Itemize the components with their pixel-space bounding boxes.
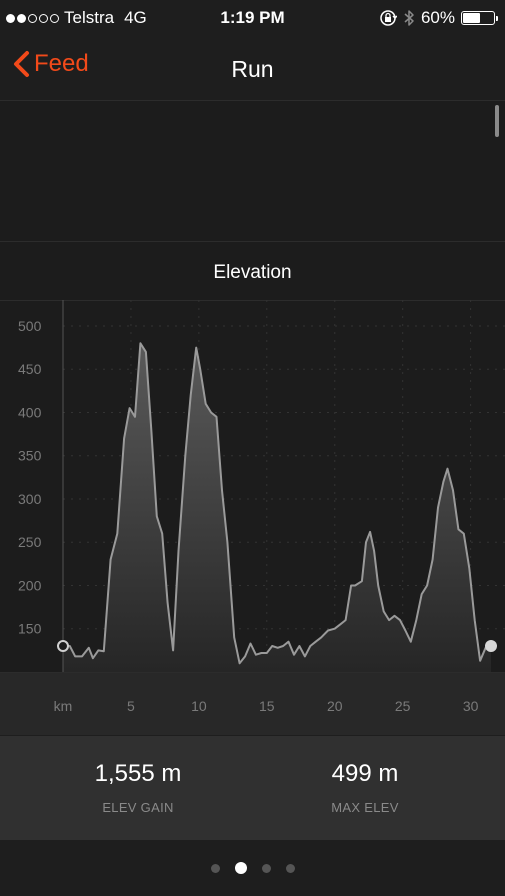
stat-max-elev: 499 m MAX ELEV (265, 760, 465, 815)
scroll-indicator (495, 105, 499, 137)
page-indicator[interactable] (0, 840, 505, 896)
end-marker[interactable] (485, 640, 497, 653)
max-elev-label: MAX ELEV (331, 800, 399, 815)
battery-percentage: 60% (420, 8, 455, 27)
page-dot[interactable] (261, 863, 271, 873)
page-dot[interactable] (210, 863, 220, 873)
page-dot[interactable] (285, 863, 295, 873)
section-title: Elevation (213, 262, 292, 283)
page-title: Run (231, 56, 274, 82)
battery-icon (461, 11, 498, 25)
x-axis: km 5 10 15 20 25 30 (0, 672, 505, 735)
y-tick-label: 450 (18, 361, 42, 377)
bluetooth-icon (404, 10, 414, 26)
y-tick-label: 400 (18, 404, 42, 420)
elev-gain-value: 1,555 m (94, 760, 182, 787)
stats-panel: 1,555 m ELEV GAIN 499 m MAX ELEV (0, 735, 505, 840)
back-button[interactable]: Feed (12, 50, 89, 78)
elevation-area (63, 343, 491, 672)
carrier-name: Telstra (64, 8, 115, 27)
status-time: 1:19 PM (220, 8, 285, 27)
back-button-label: Feed (34, 50, 89, 77)
max-elev-value: 499 m (331, 760, 399, 787)
y-tick-label: 300 (18, 491, 42, 507)
stat-elev-gain: 1,555 m ELEV GAIN (38, 760, 238, 815)
x-tick-label: 10 (191, 698, 207, 714)
x-tick-label: 20 (327, 698, 343, 714)
section-header: Elevation (0, 241, 505, 301)
y-tick-label: 500 (18, 318, 42, 334)
status-bar: Telstra 4G 1:19 PM 60% (0, 0, 505, 36)
y-tick-label: 350 (18, 448, 42, 464)
network-type: 4G (124, 8, 147, 27)
elev-gain-label: ELEV GAIN (102, 800, 174, 815)
x-tick-label: 5 (127, 698, 135, 714)
x-axis-label: km (54, 698, 73, 714)
status-right: 60% (379, 8, 498, 28)
status-left: Telstra 4G (6, 8, 147, 28)
map-area[interactable] (0, 101, 505, 241)
x-tick-label: 15 (259, 698, 275, 714)
start-marker[interactable] (57, 640, 69, 653)
elevation-chart[interactable]: 150 200 250 300 350 400 450 500 (0, 300, 505, 672)
battery-fill (463, 13, 480, 23)
x-tick-label: 30 (463, 698, 479, 714)
y-tick-label: 150 (18, 621, 42, 637)
chevron-left-icon (14, 51, 29, 77)
x-tick-label: 25 (395, 698, 411, 714)
y-tick-label: 250 (18, 534, 42, 550)
page-dot[interactable] (234, 862, 247, 874)
y-tick-label: 200 (18, 577, 42, 593)
rotation-lock-icon (380, 10, 397, 26)
signal-strength-icon (6, 13, 59, 23)
elevation-line (63, 342, 492, 665)
nav-bar: Feed Run (0, 36, 505, 101)
